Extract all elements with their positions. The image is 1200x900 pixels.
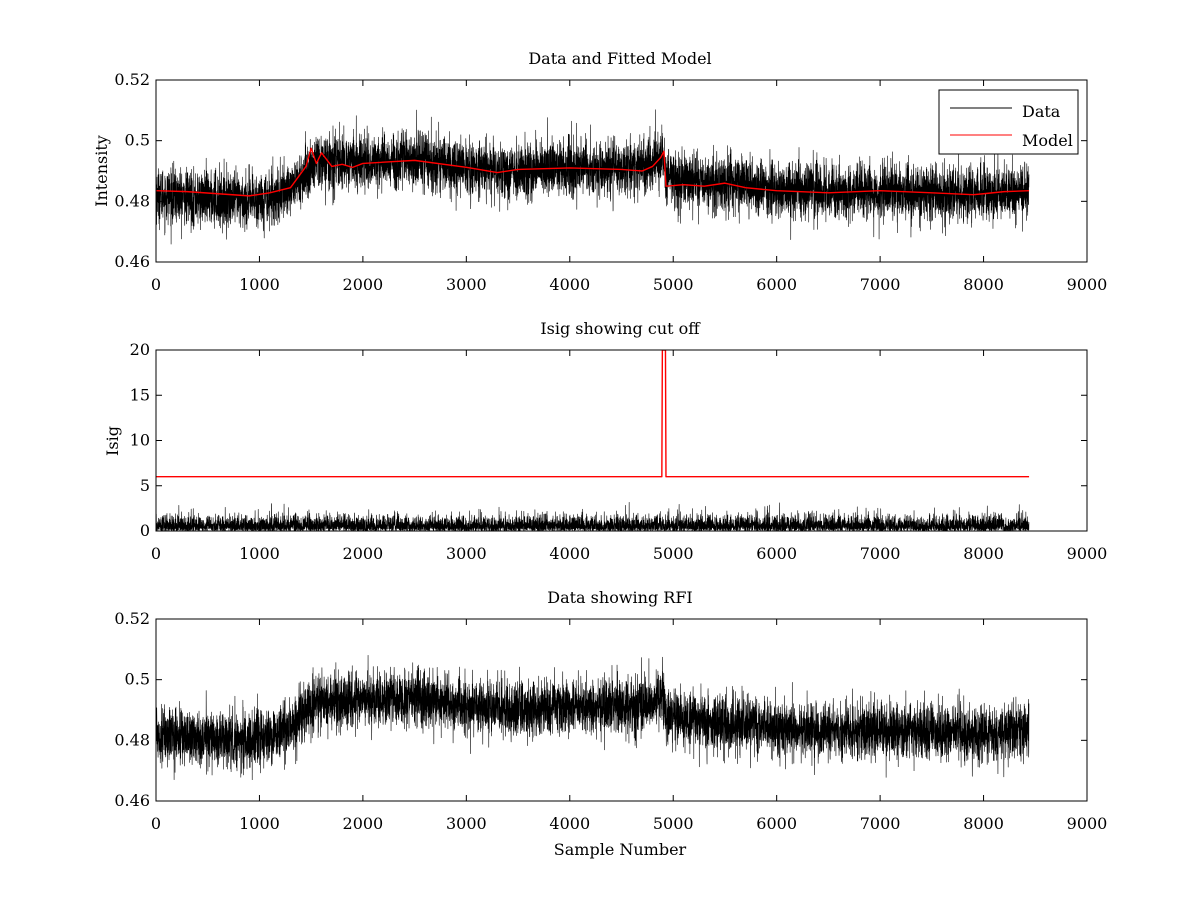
x-tick-label: 1000 [239,275,280,294]
y-tick-label: 20 [130,340,150,359]
x-tick-label: 9000 [1067,544,1108,563]
x-tick-label: 0 [151,814,161,833]
x-tick-label: 8000 [963,814,1004,833]
series-group [156,109,1030,245]
panel-2-plot-area: 0 1000 2000 3000 4000 5000 6000 7000 8000 9000 0 5 1… [130,340,1108,563]
series-line-black [156,501,1030,531]
panel-isig: Isig showing cut off Isig 0 1000 2000 3000 4… [103,319,1107,563]
legend-box [938,89,1079,155]
x-tick-label: 9000 [1067,814,1108,833]
x-tick-label: 4000 [549,275,590,294]
y-tick-label: 5 [140,476,150,495]
y-tick-label: 0.52 [114,609,150,628]
legend-data-label: Data [1022,102,1061,121]
y-tick-label: 15 [130,385,150,404]
x-tick-label: 4000 [549,814,590,833]
x-tick-label: 7000 [860,275,901,294]
y-tick-label: 0 [140,521,150,540]
x-tick-label: 8000 [963,275,1004,294]
panel-1-legend: Data Model [938,89,1079,155]
panel-data-and-model: Data and Fitted Model Intensity 0 1000 200… [92,49,1107,294]
y-tick-label: 0.5 [125,670,150,689]
x-tick-label: 6000 [756,275,797,294]
panel-1-ylabel: Intensity [92,135,111,207]
x-tick-label: 3000 [446,544,487,563]
x-tick-label: 6000 [756,814,797,833]
series-group [156,350,1030,531]
series-line-red [156,350,1030,478]
x-tick-label: 9000 [1067,275,1108,294]
panel-1-title: Data and Fitted Model [528,49,711,68]
x-tick-label: 3000 [446,814,487,833]
panel-1-plot-area: 0 1000 2000 3000 4000 5000 6000 7000 8000 9000 0.4… [114,70,1107,294]
y-tick-label: 0.48 [114,730,150,749]
panel-3-plot-area: 0 1000 2000 3000 4000 5000 6000 7000 8000 9000 0.4… [114,609,1107,833]
x-tick-label: 5000 [653,544,694,563]
legend-model-label: Model [1022,131,1073,150]
x-tick-label: 5000 [653,814,694,833]
series-line-data [156,109,1030,245]
x-tick-label: 4000 [549,544,590,563]
series-line-model [156,147,1030,197]
panel-3-title: Data showing RFI [547,588,692,607]
axes-frame [155,618,1088,802]
x-tick-label: 0 [151,275,161,294]
panel-2-ylabel: Isig [103,426,122,456]
x-tick-label: 0 [151,544,161,563]
y-tick-label: 0.5 [125,131,150,150]
x-tick-label: 7000 [860,814,901,833]
y-tick-label: 0.46 [114,252,150,271]
x-tick-label: 1000 [239,814,280,833]
x-tick-label: 6000 [756,544,797,563]
x-tick-label: 1000 [239,544,280,563]
y-tick-label: 10 [130,431,150,450]
x-tick-label: 2000 [343,275,384,294]
series-line-black [156,654,1030,780]
y-tick-label: 0.46 [114,791,150,810]
y-tick-label: 0.52 [114,70,150,89]
x-tick-label: 5000 [653,275,694,294]
panel-data-rfi: Data showing RFI 0 1000 2000 3000 4000 5000 60… [114,588,1107,859]
axes-frame [155,79,1088,263]
x-tick-label: 8000 [963,544,1004,563]
panel-2-title: Isig showing cut off [540,319,701,338]
panel-3-xlabel: Sample Number [554,840,687,859]
x-tick-label: 7000 [860,544,901,563]
x-tick-label: 2000 [343,544,384,563]
x-tick-label: 2000 [343,814,384,833]
x-tick-label: 3000 [446,275,487,294]
series-group [156,654,1030,780]
y-tick-label: 0.48 [114,191,150,210]
